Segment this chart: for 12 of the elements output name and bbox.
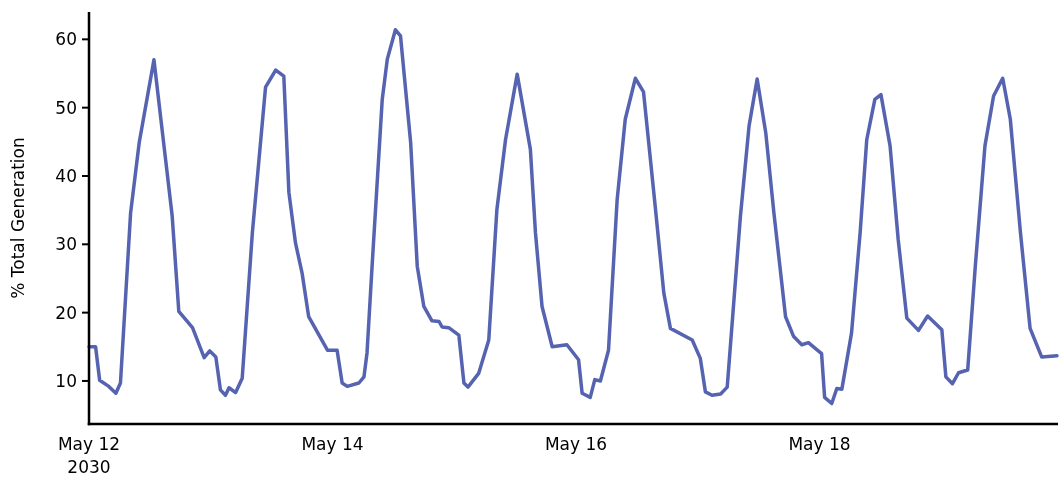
x-tick-label: May 12 2030 xyxy=(57,434,121,477)
y-tick-label: 10 xyxy=(55,370,77,391)
line-series xyxy=(87,28,1059,406)
y-tick-label: 40 xyxy=(55,165,77,186)
y-tick-label: 20 xyxy=(55,302,77,323)
x-tick-label: May 16 xyxy=(544,434,608,454)
x-tick-label: May 14 xyxy=(301,434,364,454)
y-axis-title: % Total Generation xyxy=(8,137,28,299)
y-tick-label: 60 xyxy=(55,29,77,50)
x-tick-label: May 18 xyxy=(788,434,851,454)
y-tick-label: 50 xyxy=(55,97,77,118)
y-tick-label: 30 xyxy=(55,234,77,255)
